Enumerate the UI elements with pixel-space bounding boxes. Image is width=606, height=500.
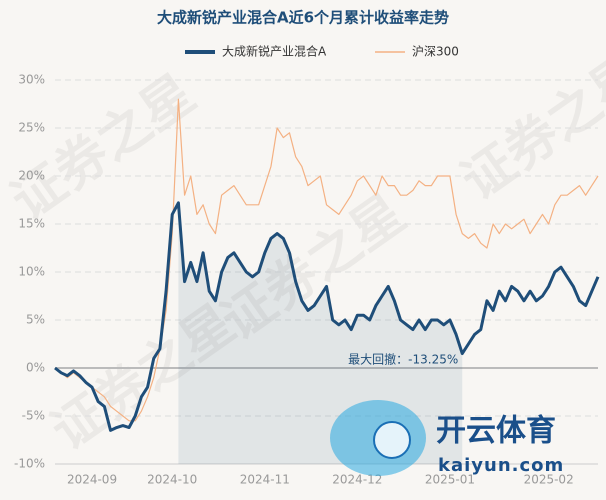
x-tick-label: 2024-09 bbox=[67, 473, 117, 487]
y-tick-label: -10% bbox=[14, 457, 45, 471]
y-tick-label: 15% bbox=[18, 217, 45, 231]
y-tick-label: 5% bbox=[26, 313, 45, 327]
legend-label: 沪深300 bbox=[412, 45, 459, 59]
x-tick-label: 2024-11 bbox=[240, 473, 290, 487]
y-tick-label: 20% bbox=[18, 169, 45, 183]
y-tick-label: 0% bbox=[26, 361, 45, 375]
x-tick-label: 2025-02 bbox=[524, 473, 574, 487]
y-tick-label: 25% bbox=[18, 121, 45, 135]
x-tick-label: 2024-10 bbox=[147, 473, 197, 487]
legend-label: 大成新锐产业混合A bbox=[222, 44, 327, 59]
y-tick-label: 10% bbox=[18, 265, 45, 279]
series-line bbox=[54, 98, 599, 422]
annotation: 最大回撤：-13.25% bbox=[348, 352, 458, 367]
logo-url: kaiyun.com bbox=[438, 455, 564, 476]
x-tick-label: 2024-12 bbox=[332, 473, 382, 487]
logo-name: 开云体育 bbox=[436, 414, 556, 449]
logo: 开云体育 kaiyun.com bbox=[330, 400, 564, 476]
y-tick-label: -5% bbox=[22, 409, 45, 423]
x-tick-label: 2025-01 bbox=[425, 473, 475, 487]
series-line bbox=[54, 201, 600, 432]
y-tick-label: 30% bbox=[18, 73, 45, 87]
drawdown-area bbox=[178, 202, 463, 464]
chart-title: 大成新锐产业混合A近6个月累计收益率走势 bbox=[157, 9, 449, 27]
logo-ball bbox=[373, 421, 411, 459]
